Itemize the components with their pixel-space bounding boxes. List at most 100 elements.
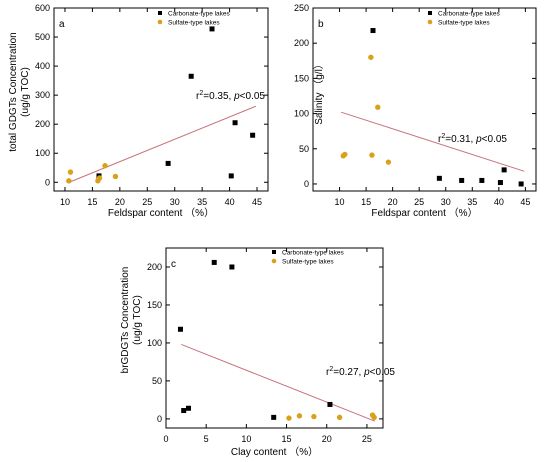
plot-frame — [312, 7, 537, 192]
trendline — [67, 105, 257, 184]
y-tick-label: 250 — [294, 3, 309, 13]
r2-annotation: r2=0.35, p<0.05 — [196, 90, 265, 102]
panel-label: a — [59, 19, 65, 30]
panel-label: c — [171, 259, 176, 270]
y-axis-label-line1: brGDGTs Concentration — [120, 267, 131, 374]
x-tick-label: 15 — [282, 434, 292, 444]
legend-label: Sulfate-type lakes — [168, 20, 220, 27]
y-tick-label: 100 — [294, 109, 309, 119]
data-point-sulfate — [385, 159, 392, 165]
r2-superscript: 2 — [441, 133, 445, 140]
data-point-sulfate — [311, 413, 317, 420]
x-tick-label: 45 — [520, 197, 530, 207]
legend: Carbonate-type lakes Sulfate-type lakes — [271, 250, 345, 266]
panel-a: 10 15 20 25 30 35 40 45 0 100 200 300 400 500 600 a Feld… — [8, 3, 269, 219]
data-point-carbonate — [479, 177, 485, 183]
x-tick-label: 15 — [87, 197, 97, 207]
y-tick-label: 0 — [304, 179, 309, 189]
data-point-carbonate — [177, 326, 183, 332]
plot-frame — [53, 7, 269, 192]
data-point-sulfate — [371, 414, 377, 421]
x-tick-label: 40 — [225, 197, 235, 207]
legend: Carbonate-type lakes Sulfate-type lakes — [157, 11, 231, 27]
trendline — [340, 111, 525, 172]
data-point-sulfate — [296, 413, 303, 419]
data-point-carbonate — [250, 132, 256, 138]
data-point-carbonate — [497, 180, 503, 186]
x-tick-label: 5 — [204, 434, 209, 444]
data-point-carbonate — [501, 167, 507, 173]
p-symbol: p — [233, 91, 240, 102]
data-point-carbonate — [232, 120, 238, 126]
y-tick-label: 0 — [157, 414, 162, 424]
r2-annotation: r2=0.31, p<0.05 — [438, 133, 507, 145]
data-point-carbonate — [165, 160, 171, 166]
x-tick-label: 10 — [335, 197, 345, 207]
panel-b: 10 15 20 25 30 35 40 45 0 50 100 150 200 250 b Feldspar… — [294, 3, 537, 219]
p-value: <0.05 — [240, 91, 266, 102]
plot-frame — [165, 247, 384, 429]
legend-label: Sulfate-type lakes — [282, 259, 334, 266]
legend-swatch-carbonate — [158, 11, 162, 15]
legend-swatch-sulfate — [427, 19, 433, 25]
data-point-carbonate — [459, 177, 465, 183]
y-axis-label-line1: total GDGTs Concentration — [8, 32, 19, 152]
r2-superscript: 2 — [199, 90, 203, 97]
x-tick-label: 35 — [467, 197, 477, 207]
data-point-carbonate — [436, 175, 442, 181]
data-point-sulfate — [369, 152, 375, 158]
x-tick-label: 25 — [142, 197, 152, 207]
x-tick-label: 0 — [163, 434, 168, 444]
r2-value: =0.35, — [203, 91, 234, 102]
data-point-sulfate — [102, 163, 108, 169]
legend-swatch-sulfate — [271, 258, 277, 264]
data-point-carbonate — [271, 414, 277, 420]
legend-swatch-carbonate — [428, 11, 432, 15]
y-axis-label-line1: Salinity （g/l） — [313, 59, 325, 125]
x-tick-label: 15 — [361, 197, 371, 207]
legend: Carbonate-type lakes Sulfate-type lakes — [427, 11, 501, 27]
y-axis-label-line2: (ug/g TOC) — [20, 67, 31, 117]
legend-label: Carbonate-type lakes — [282, 250, 345, 257]
data-point-sulfate — [286, 415, 292, 421]
y-tick-label: 100 — [147, 338, 162, 348]
r2-annotation: r2=0.27, p<0.05 — [326, 366, 395, 378]
data-point-carbonate — [209, 26, 215, 32]
x-tick-label: 20 — [322, 434, 332, 444]
y-tick-label: 400 — [35, 61, 50, 71]
y-tick-label: 600 — [35, 3, 50, 13]
data-point-sulfate — [67, 169, 74, 175]
y-tick-label: 300 — [35, 90, 50, 100]
data-point-sulfate — [336, 414, 343, 421]
data-point-carbonate — [228, 173, 234, 179]
x-tick-label: 35 — [197, 197, 207, 207]
p-symbol: p — [363, 367, 370, 378]
x-tick-label: 45 — [252, 197, 262, 207]
data-point-sulfate — [112, 173, 119, 180]
data-point-carbonate — [229, 264, 235, 270]
panel-label: b — [318, 19, 324, 30]
x-tick-label: 10 — [60, 197, 70, 207]
data-point-carbonate — [370, 28, 376, 34]
data-point-sulfate — [96, 175, 103, 181]
data-point-sulfate — [342, 151, 348, 158]
x-tick-label: 40 — [494, 197, 504, 207]
legend-label: Sulfate-type lakes — [438, 20, 490, 27]
y-tick-label: 50 — [152, 376, 162, 386]
data-point-carbonate — [211, 259, 217, 265]
y-tick-label: 150 — [147, 300, 162, 310]
y-tick-label: 0 — [45, 177, 50, 187]
data-point-carbonate — [518, 181, 524, 187]
x-tick-label: 25 — [414, 197, 424, 207]
data-point-sulfate — [66, 178, 72, 184]
p-value: <0.05 — [370, 367, 396, 378]
r2-value: =0.27, — [333, 367, 364, 378]
r2-symbol: r — [438, 134, 442, 145]
y-tick-label: 200 — [294, 38, 309, 48]
r2-superscript: 2 — [329, 366, 333, 373]
x-tick-label: 20 — [115, 197, 125, 207]
x-tick-label: 30 — [441, 197, 451, 207]
data-point-sulfate — [368, 54, 374, 60]
r2-value: =0.31, — [445, 134, 476, 145]
